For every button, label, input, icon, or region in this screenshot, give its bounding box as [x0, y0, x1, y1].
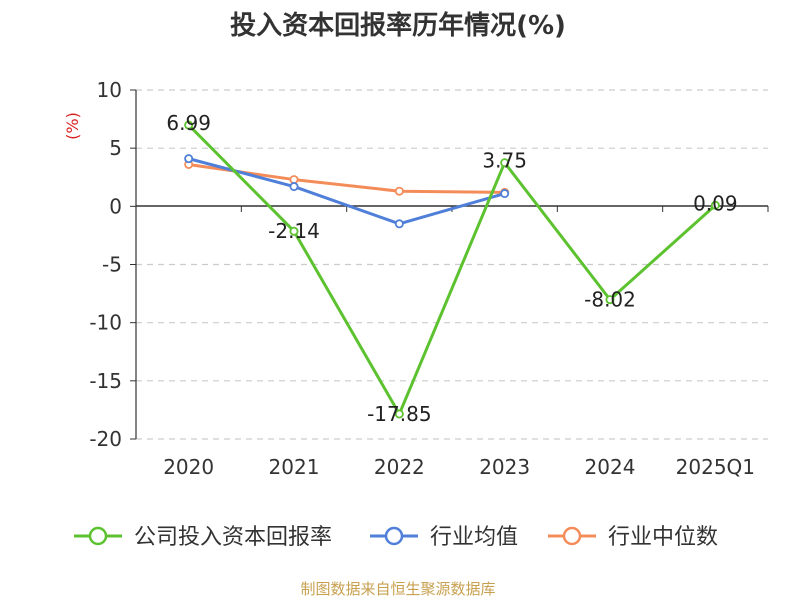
y-axis-label: (%): [63, 112, 82, 140]
y-tick-label: 0: [109, 194, 122, 218]
y-tick-label: 10: [97, 78, 122, 102]
legend-item[interactable]: 行业中位数: [548, 525, 718, 550]
grid-layer: [136, 89, 768, 440]
data-point[interactable]: [184, 154, 194, 164]
data-point[interactable]: [289, 226, 299, 236]
data-label: -17.85: [367, 402, 431, 426]
data-label-layer: 6.99 -2.14 -17.85 3.75 -8.02 0.09: [166, 111, 737, 426]
data-label: -2.14: [268, 219, 320, 243]
series-line: [187, 123, 717, 416]
x-tick-label: 2024: [585, 455, 636, 479]
y-tick-label: -10: [89, 311, 122, 335]
data-label: 6.99: [166, 111, 211, 135]
series-layer: [184, 120, 720, 419]
chart-title: 投入资本回报率历年情况(%): [230, 10, 566, 41]
legend-item[interactable]: 行业均值: [370, 525, 518, 550]
data-label: 0.09: [693, 191, 738, 215]
legend-item[interactable]: 公司投入资本回报率: [74, 525, 332, 550]
x-tick-label: 2020: [163, 455, 214, 479]
data-point[interactable]: [605, 295, 615, 305]
y-tick-label: -15: [89, 369, 122, 393]
legend: 公司投入资本回报率 行业均值 行业中位数: [74, 525, 718, 550]
x-tick-label: 2021: [269, 455, 320, 479]
legend-label: 公司投入资本回报率: [134, 525, 332, 550]
data-point[interactable]: [500, 158, 510, 168]
y-tick-label: -5: [102, 253, 122, 277]
y-tick-label: -20: [89, 427, 122, 451]
series-line: [188, 157, 506, 226]
legend-marker: [384, 526, 404, 546]
legend-marker: [562, 526, 582, 546]
legend-marker: [88, 526, 108, 546]
x-tick-label: 2023: [479, 455, 530, 479]
axis-layer: 10 5 0 -5 -10 -15 -20 2020 2021 2022 2023 2024 2025Q…: [89, 78, 769, 479]
legend-label: 行业中位数: [608, 525, 718, 550]
data-point[interactable]: [289, 182, 299, 192]
data-label: -8.02: [584, 288, 636, 312]
data-point[interactable]: [500, 189, 510, 199]
data-point[interactable]: [184, 120, 194, 130]
source-note: 制图数据来自恒生聚源数据库: [300, 580, 495, 598]
data-label: 3.75: [482, 149, 527, 173]
y-tick-label: 5: [109, 136, 122, 160]
data-point[interactable]: [394, 186, 404, 196]
data-point[interactable]: [394, 219, 404, 229]
data-point[interactable]: [710, 200, 720, 210]
x-tick-label: 2025Q1: [676, 455, 755, 479]
series-line: [188, 162, 505, 194]
legend-label: 行业均值: [430, 525, 518, 550]
data-point[interactable]: [394, 409, 404, 419]
x-tick-label: 2022: [374, 455, 425, 479]
